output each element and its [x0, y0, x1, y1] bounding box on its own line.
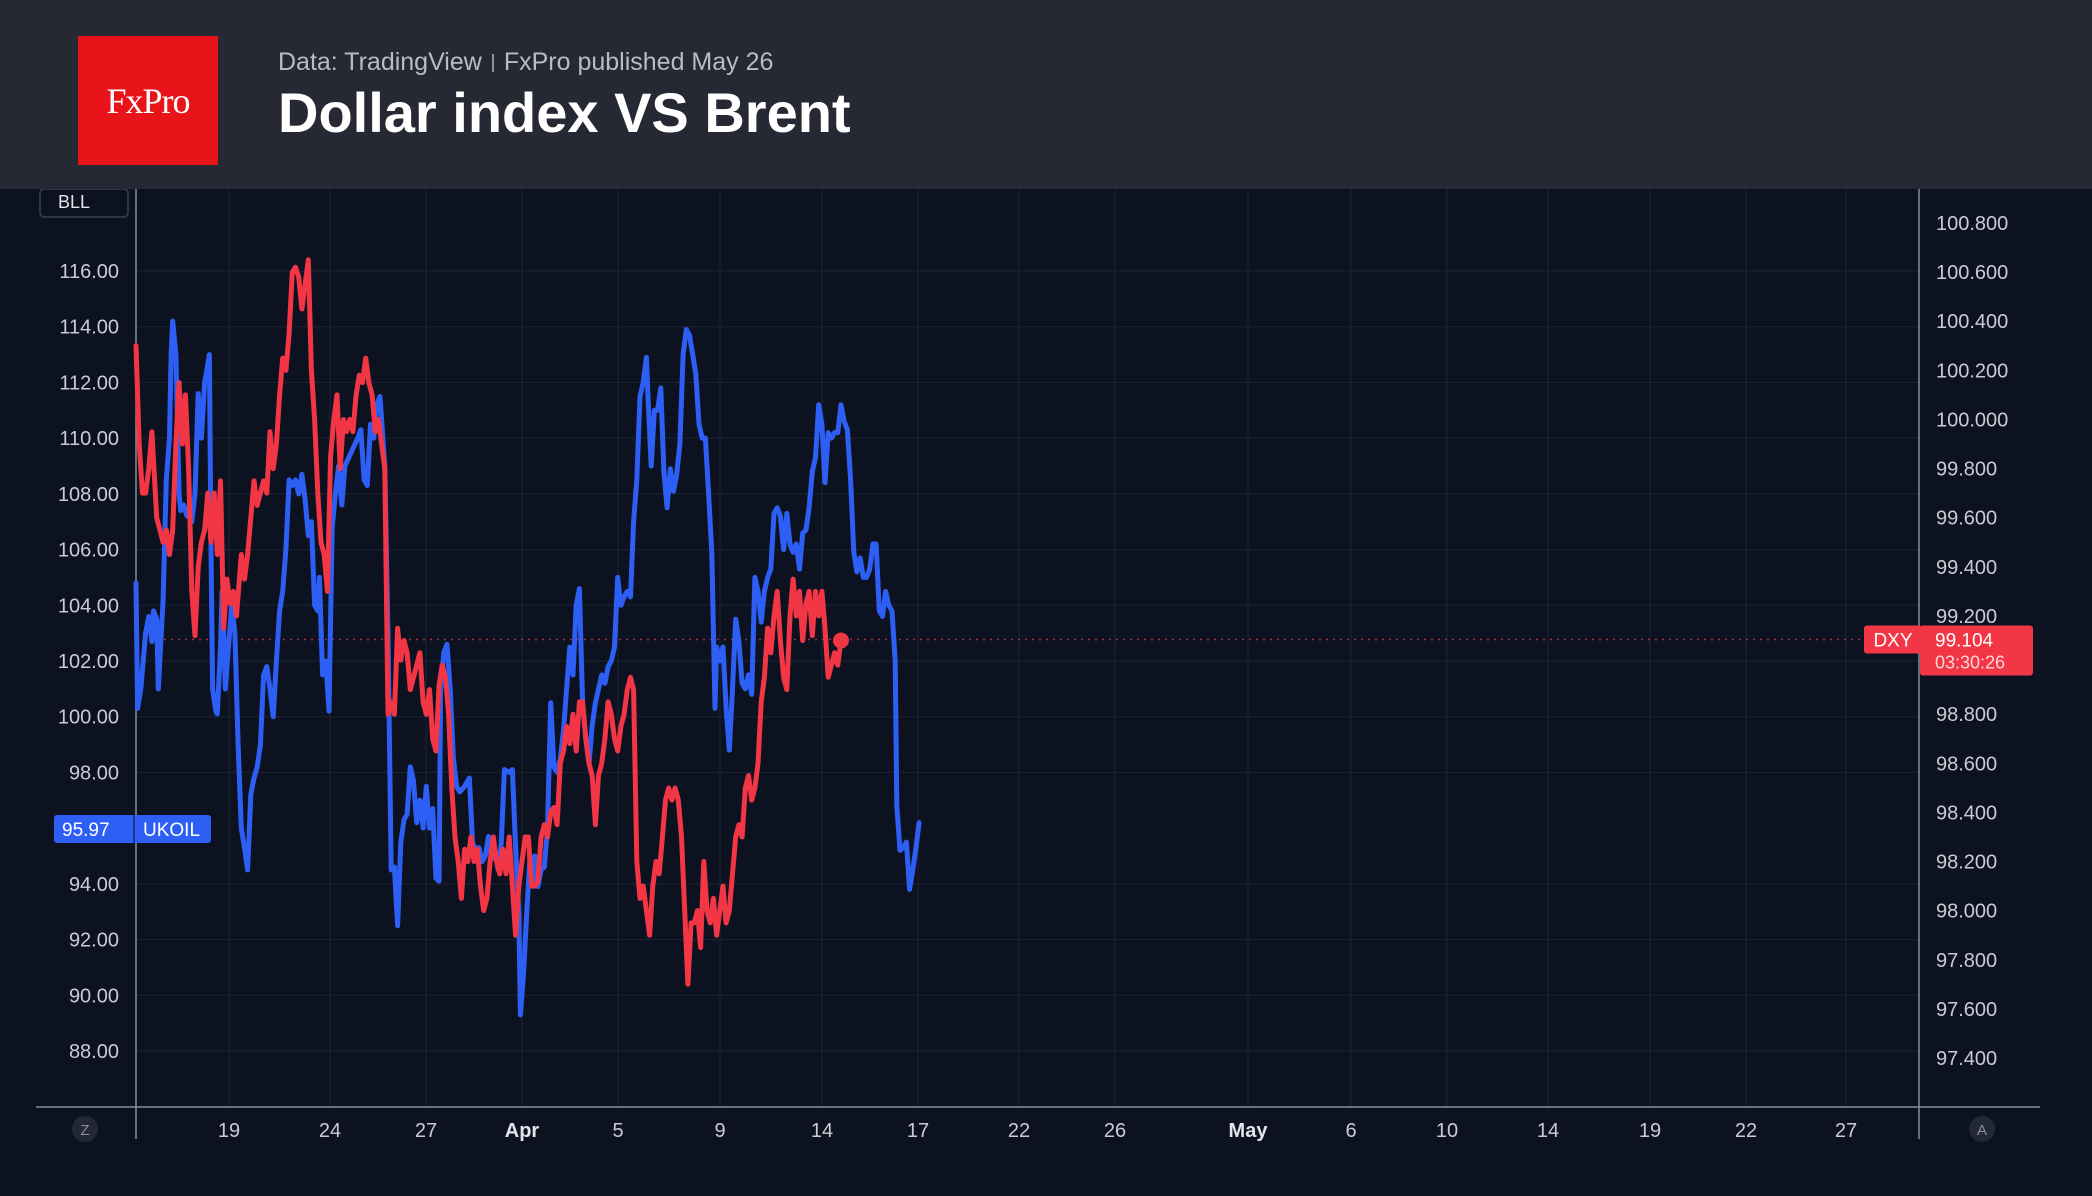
right-tick-label: 97.800	[1936, 950, 1997, 972]
zoom-button	[72, 1116, 98, 1142]
left-tick-label: 112.00	[59, 372, 119, 394]
left-tick-label: 110.00	[59, 428, 119, 450]
right-tick-label: 100.200	[1936, 360, 2008, 382]
logo-text: FxPro	[106, 80, 190, 121]
left-tick-label: 98.00	[69, 762, 119, 784]
right-tick-label: 100.000	[1936, 409, 2008, 431]
left-tick-label: 106.00	[58, 540, 119, 562]
auto-scale-button	[1969, 1116, 1995, 1142]
right-tick-label: 99.600	[1936, 508, 1997, 530]
right-tick-label: 100.400	[1936, 311, 2008, 333]
right-tick-label: 98.000	[1936, 901, 1997, 923]
chart-background	[0, 189, 2092, 1196]
ukoil-value-badge	[54, 814, 211, 843]
published-date: FxPro published May 26	[503, 48, 774, 76]
x-tick-label: 10	[1436, 1120, 1458, 1142]
chart-title: Dollar index VS Brent	[278, 81, 851, 144]
ukoil-line	[133, 318, 922, 1018]
x-tick-label: 24	[319, 1120, 341, 1142]
dxy-value-badge	[1920, 625, 2033, 676]
data-source: Data: TradingView	[278, 48, 482, 76]
left-tick-label: 90.00	[69, 985, 119, 1007]
x-tick-label: 19	[218, 1120, 240, 1142]
x-tick-label: 5	[612, 1120, 623, 1142]
dxy-line	[133, 257, 844, 987]
left-tick-label: 114.00	[59, 317, 119, 339]
x-tick-label: 9	[714, 1120, 725, 1142]
right-tick-label: 100.600	[1936, 262, 2008, 284]
auto-scale-button-label: A	[1977, 1122, 1987, 1139]
right-tick-label: 97.600	[1936, 999, 1997, 1021]
x-tick-label: 26	[1104, 1120, 1126, 1142]
left-tick-label: 102.00	[58, 651, 119, 673]
dxy-countdown: 03:30:26	[1935, 653, 2005, 673]
x-tick-label: 17	[907, 1120, 929, 1142]
dxy-name-badge	[1864, 625, 1922, 654]
chart-svg: 116.00 114.00 112.00 110.00 108.00 106.00 104.…	[0, 189, 2092, 1196]
ukoil-series-name: UKOIL	[143, 820, 200, 841]
right-tick-label: 99.800	[1936, 459, 1997, 481]
x-tick-label: 6	[1345, 1120, 1356, 1142]
left-tick-label: 94.00	[69, 874, 119, 896]
right-tick-label: 97.400	[1936, 1048, 1997, 1070]
bll-button-label: BLL	[58, 192, 90, 212]
ukoil-value: 95.97	[62, 820, 110, 841]
left-tick-label: 104.00	[58, 595, 119, 617]
right-tick-label: 98.800	[1936, 704, 1997, 726]
dxy-last-point	[832, 632, 849, 649]
right-tick-label: 99.400	[1936, 557, 1997, 579]
dxy-series-name: DXY	[1873, 631, 1912, 652]
bll-button	[39, 189, 129, 218]
right-tick-label: 98.200	[1936, 852, 1997, 874]
chart-subtitle: Data: TradingView FxPro published May 26	[278, 48, 773, 77]
right-tick-label: 98.400	[1936, 802, 1997, 824]
gridlines	[136, 189, 1918, 1107]
left-tick-label: 108.00	[58, 484, 119, 506]
x-tick-label: 27	[415, 1120, 437, 1142]
dxy-value: 99.104	[1935, 631, 1994, 652]
x-tick-label: 22	[1008, 1120, 1030, 1142]
x-tick-label: 19	[1639, 1120, 1661, 1142]
zoom-button-label: Z	[80, 1122, 89, 1139]
axis-labels: 116.00 114.00 112.00 110.00 108.00 106.00 104.…	[39, 189, 2008, 1142]
right-tick-label: 99.200	[1936, 606, 1997, 628]
x-tick-label: 27	[1835, 1120, 1857, 1142]
header-bar: FxPro Data: TradingView FxPro published M…	[0, 0, 2092, 189]
x-tick-label: Apr	[505, 1120, 540, 1142]
fxpro-logo: FxPro	[78, 36, 218, 165]
x-tick-label: May	[1229, 1120, 1269, 1142]
left-tick-label: 88.00	[69, 1041, 119, 1063]
x-tick-label: 14	[811, 1120, 833, 1142]
left-tick-label: 116.00	[59, 261, 119, 283]
x-tick-label: 22	[1735, 1120, 1757, 1142]
left-tick-label: 92.00	[69, 930, 119, 952]
right-tick-label: 100.800	[1936, 213, 2008, 235]
right-tick-label: 98.600	[1936, 753, 1997, 775]
separator	[491, 54, 494, 72]
series-lines	[133, 257, 1864, 1018]
x-tick-label: 14	[1537, 1120, 1559, 1142]
left-tick-label: 100.00	[58, 707, 119, 729]
